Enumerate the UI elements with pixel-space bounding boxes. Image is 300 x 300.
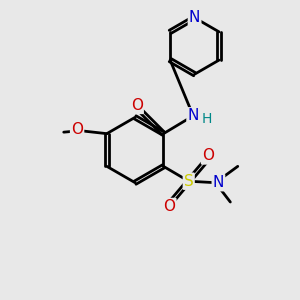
Text: O: O: [202, 148, 214, 164]
Text: N: N: [188, 108, 199, 123]
Text: O: O: [164, 199, 175, 214]
Text: N: N: [189, 10, 200, 25]
Text: N: N: [213, 175, 224, 190]
Text: O: O: [71, 122, 83, 137]
Text: H: H: [201, 112, 212, 126]
Text: O: O: [131, 98, 143, 113]
Text: S: S: [184, 174, 194, 189]
